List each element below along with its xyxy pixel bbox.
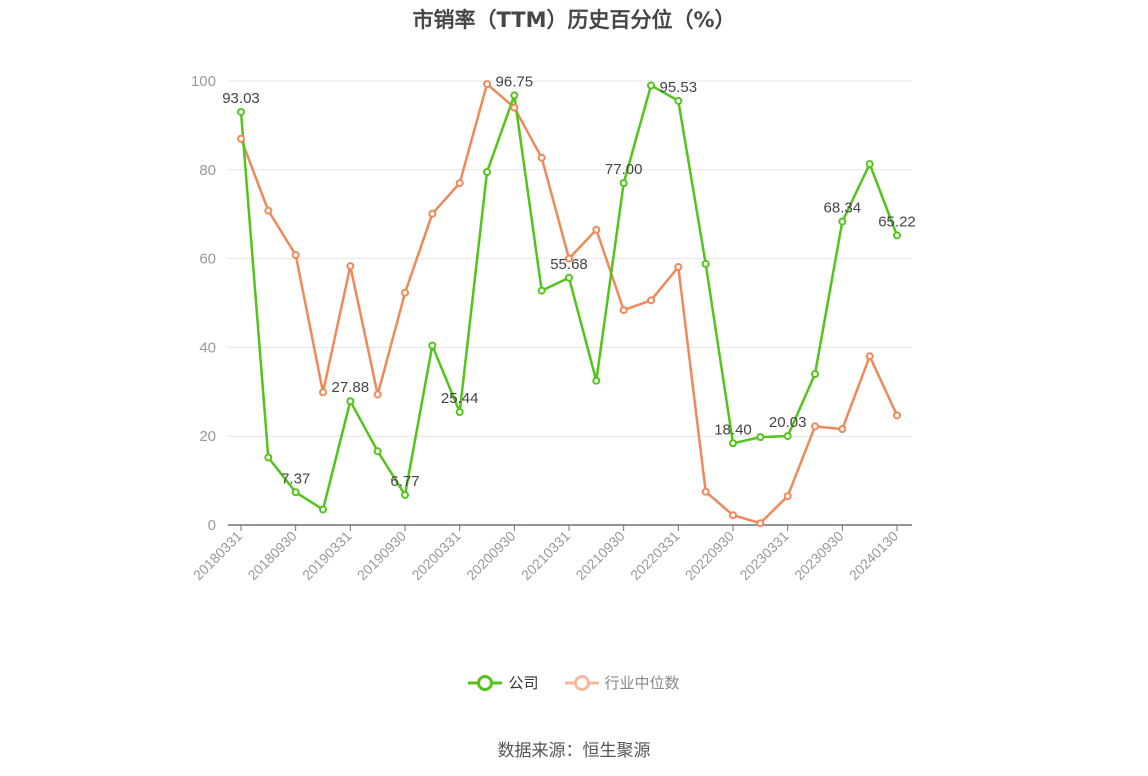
company-data-point bbox=[865, 160, 874, 169]
company-data-point bbox=[483, 168, 491, 177]
industry-data-point bbox=[346, 262, 355, 271]
legend-company-marker-icon bbox=[468, 674, 503, 691]
company-data-label: 55.68 bbox=[550, 256, 588, 273]
company-data-point bbox=[373, 447, 382, 456]
legend-industry-label: 行业中位数 bbox=[604, 674, 680, 692]
x-tick-label: 20200930 bbox=[463, 528, 519, 584]
company-data-point bbox=[619, 179, 628, 188]
industry-data-point bbox=[674, 263, 683, 272]
industry-data-point bbox=[510, 103, 519, 112]
legend-industry-marker-icon bbox=[564, 674, 599, 691]
chart-legend: 公司 行业中位数 bbox=[0, 672, 1148, 693]
industry-data-point bbox=[756, 519, 765, 528]
legend-item-company[interactable]: 公司 bbox=[468, 672, 539, 693]
industry-data-point bbox=[838, 425, 847, 434]
company-data-label: 95.53 bbox=[660, 79, 698, 96]
x-tick-label: 20240130 bbox=[846, 528, 902, 584]
x-tick-label: 20210930 bbox=[572, 528, 628, 584]
company-data-point bbox=[647, 81, 655, 90]
company-data-label: 18.40 bbox=[714, 421, 752, 438]
company-data-point bbox=[893, 231, 901, 240]
x-tick-label: 20210331 bbox=[518, 528, 574, 584]
industry-data-point bbox=[619, 306, 628, 315]
company-data-point bbox=[237, 107, 245, 116]
industry-data-point bbox=[401, 288, 409, 297]
company-data-label: 7.37 bbox=[281, 470, 310, 487]
industry-data-point bbox=[319, 388, 327, 397]
company-data-label: 6.77 bbox=[390, 473, 419, 490]
company-data-point bbox=[346, 397, 355, 406]
industry-data-point bbox=[264, 206, 273, 215]
company-data-point bbox=[264, 453, 273, 462]
company-data-point bbox=[674, 96, 683, 105]
company-data-point bbox=[729, 439, 737, 448]
chart-title: 市销率（TTM）历史百分位（%） bbox=[412, 8, 736, 32]
company-data-label: 20.03 bbox=[769, 414, 807, 431]
company-data-point bbox=[455, 408, 464, 417]
company-data-point bbox=[811, 370, 819, 379]
x-tick-label: 20200331 bbox=[408, 528, 464, 584]
industry-data-point bbox=[647, 296, 655, 305]
company-data-point bbox=[565, 273, 573, 282]
x-tick-label: 20230930 bbox=[791, 528, 847, 584]
company-data-label: 27.88 bbox=[332, 379, 370, 396]
industry-data-point bbox=[483, 80, 491, 89]
company-data-label: 65.22 bbox=[878, 213, 916, 230]
x-tick-label: 20230331 bbox=[736, 528, 792, 584]
company-data-point bbox=[592, 376, 601, 385]
company-data-point bbox=[701, 259, 710, 268]
company-data-point bbox=[291, 488, 300, 497]
x-tick-label: 20220331 bbox=[627, 528, 683, 584]
y-tick-label: 60 bbox=[199, 251, 216, 268]
company-data-point bbox=[428, 341, 437, 350]
industry-data-point bbox=[592, 225, 601, 234]
company-data-point bbox=[319, 505, 327, 514]
industry-series-line bbox=[239, 82, 899, 525]
industry-data-point bbox=[811, 422, 819, 431]
industry-data-point bbox=[783, 492, 792, 501]
company-data-label: 93.03 bbox=[222, 90, 260, 107]
company-series-line bbox=[239, 84, 899, 511]
y-tick-label: 80 bbox=[199, 162, 216, 179]
industry-data-point bbox=[565, 254, 573, 263]
legend-company-label: 公司 bbox=[508, 674, 539, 692]
company-data-point bbox=[783, 432, 792, 441]
company-data-point bbox=[838, 217, 847, 226]
y-tick-label: 100 bbox=[191, 73, 216, 90]
industry-data-point bbox=[373, 390, 382, 399]
industry-data-point bbox=[729, 511, 737, 520]
industry-data-point bbox=[428, 209, 437, 218]
x-tick-label: 20180331 bbox=[190, 528, 246, 584]
data-source: 数据来源：恒生聚源 bbox=[497, 741, 651, 761]
x-tick-label: 20220930 bbox=[682, 528, 738, 584]
company-data-label: 25.44 bbox=[441, 390, 479, 407]
industry-data-point bbox=[893, 411, 901, 420]
chart-plot: 0 20 40 60 80 100 20180331 20180930 20190331 2019… bbox=[190, 73, 916, 584]
company-data-label: 77.00 bbox=[605, 161, 643, 178]
industry-data-point bbox=[537, 153, 546, 162]
company-data-point bbox=[537, 286, 546, 295]
x-tick-label: 20180930 bbox=[244, 528, 300, 584]
x-tick-label: 20190331 bbox=[299, 528, 355, 584]
industry-data-point bbox=[701, 487, 710, 496]
industry-data-point bbox=[237, 134, 245, 143]
y-tick-label: 40 bbox=[199, 339, 216, 356]
x-tick-label: 20190930 bbox=[354, 528, 410, 584]
company-data-point bbox=[510, 91, 519, 100]
industry-data-point bbox=[291, 251, 300, 260]
legend-item-industry[interactable]: 行业中位数 bbox=[564, 672, 680, 693]
industry-data-point bbox=[865, 352, 874, 361]
y-tick-label: 20 bbox=[199, 428, 216, 445]
company-data-point bbox=[401, 490, 409, 499]
y-tick-label: 0 bbox=[208, 517, 216, 534]
industry-data-point bbox=[455, 179, 464, 188]
company-data-label: 96.75 bbox=[496, 73, 534, 90]
company-data-point bbox=[756, 433, 765, 442]
company-data-label: 68.34 bbox=[824, 200, 862, 217]
